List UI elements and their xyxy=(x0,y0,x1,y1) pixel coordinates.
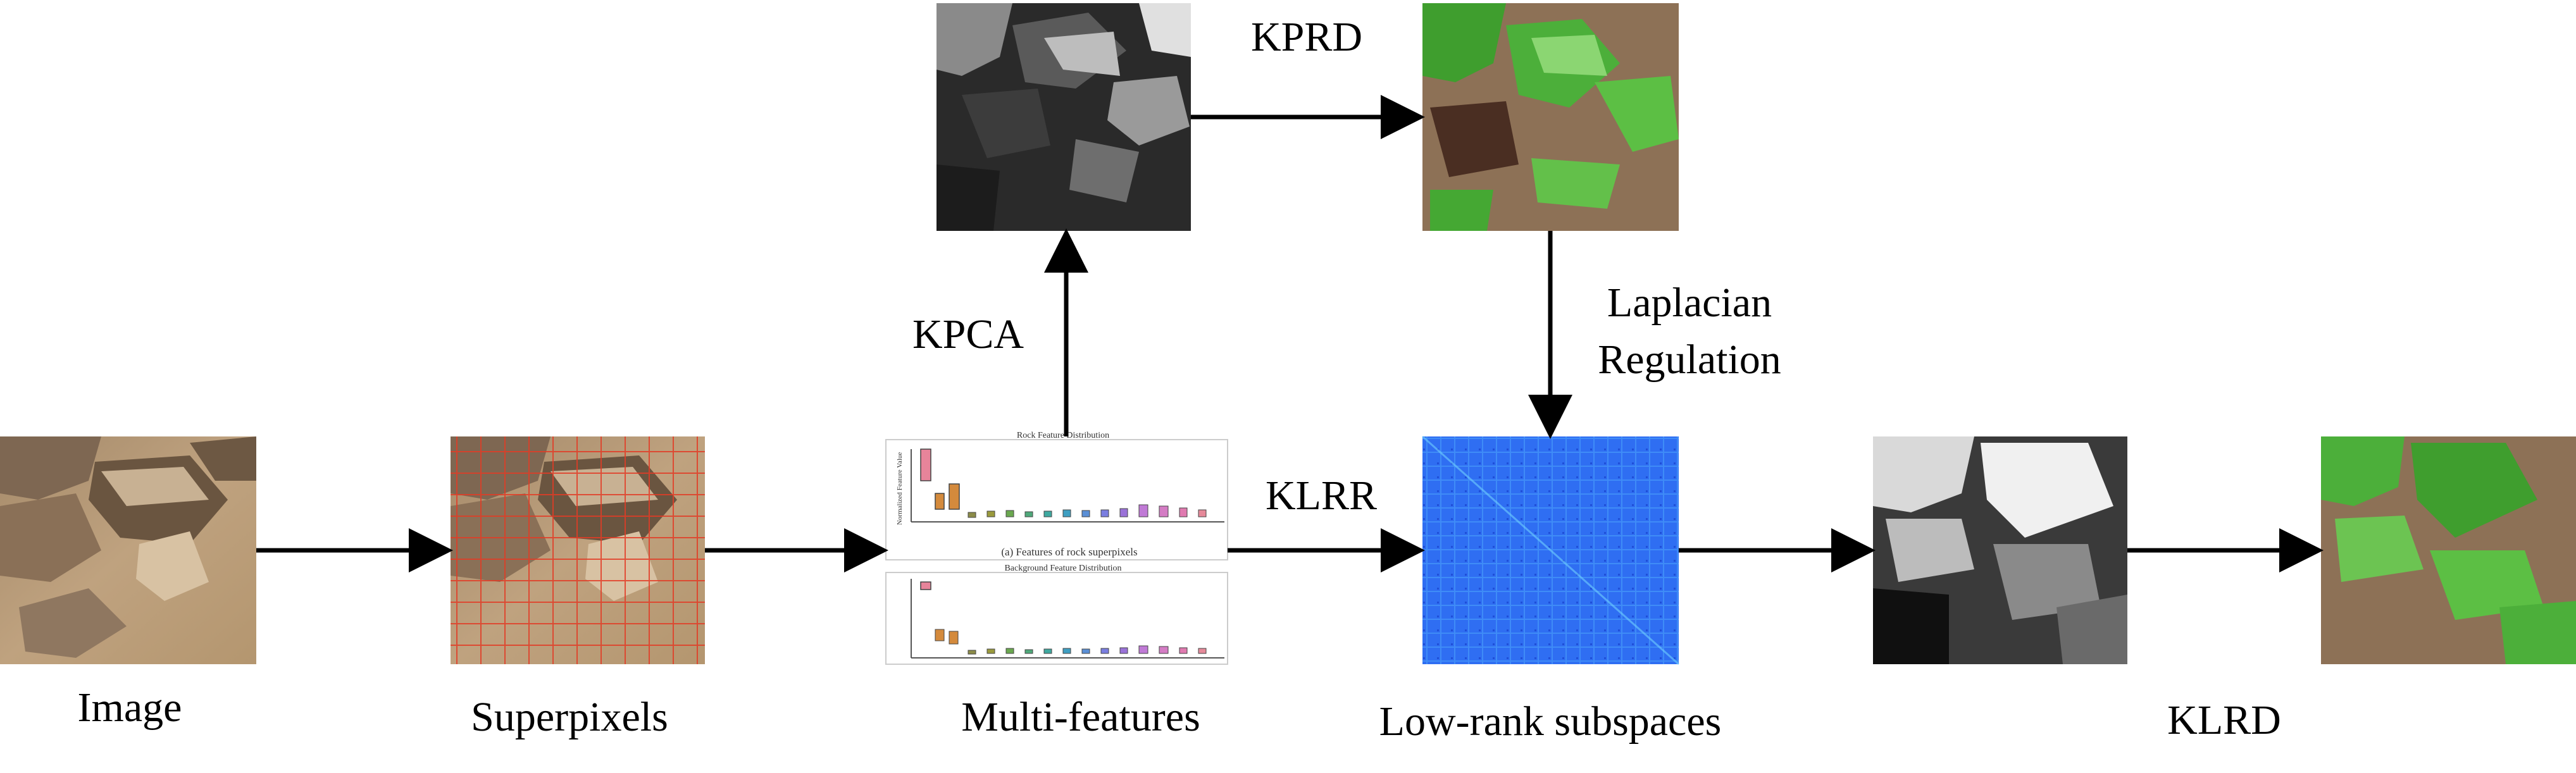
background-plot-title: Background Feature Distribution xyxy=(1004,564,1121,573)
kprd-segmentation xyxy=(1422,3,1679,231)
label-kpca: KPCA xyxy=(912,311,1024,357)
feature-plot-background: Background Feature Distribution xyxy=(885,564,1228,665)
label-regulation: Regulation xyxy=(1598,337,1781,383)
label-klrd: KLRD xyxy=(2167,697,2281,743)
label-laplacian: Laplacian xyxy=(1607,280,1772,326)
klrd-grayscale-map xyxy=(1873,436,2127,664)
superpixel-image xyxy=(451,436,705,664)
label-superpixels: Superpixels xyxy=(471,694,668,740)
label-low-rank: Low-rank subspaces xyxy=(1379,698,1722,745)
label-kprd: KPRD xyxy=(1251,14,1362,60)
label-multi-features: Multi-features xyxy=(961,694,1200,740)
rock-plot-ylabel: Normalized Feature Value xyxy=(896,452,904,525)
klrd-segmentation xyxy=(2321,436,2576,664)
rock-plot-caption: (a) Features of rock superpixels xyxy=(1001,546,1137,558)
input-image xyxy=(0,436,256,664)
label-klrr: KLRR xyxy=(1266,473,1377,519)
rock-plot-title: Rock Feature Distribution xyxy=(1017,431,1109,440)
kprd-grayscale-map xyxy=(936,3,1191,231)
label-image: Image xyxy=(78,684,182,731)
low-rank-affinity-matrix xyxy=(1422,435,1679,665)
feature-plot-rock: Rock Feature Distribution Normalized Fea… xyxy=(885,431,1228,560)
